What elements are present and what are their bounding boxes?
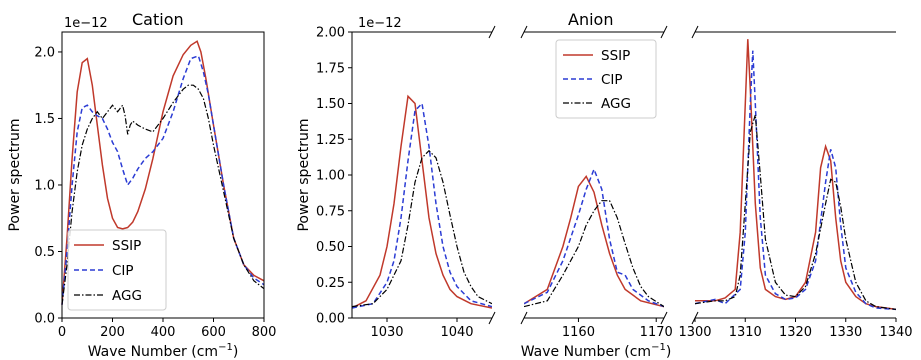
cation-lines [61,40,265,305]
cation-xtick-label-600: 600 [201,325,226,340]
anion-panel-2-xtick-label-1170: 1170 [640,325,673,340]
anion-ytick-label-0: 0.00 [316,312,345,327]
cation-ticks: 0 200 400 600 800 0.0 0.5 1.0 1.5 2.0 [34,45,276,340]
cation-ytick-label-2: 1.0 [34,178,55,193]
cation-title: Cation [132,10,184,29]
legend-label-ssip: SSIP [112,238,141,254]
legend-label-agg: AGG [112,288,142,304]
cation-xlabel: Wave Number (cm−1) [88,342,239,360]
anion-ytick-label-5: 1.25 [316,133,345,148]
anion-legend-label-agg: AGG [601,96,631,112]
anion-panel-3-xtick-label-1300: 1300 [678,325,711,340]
anion-legend-label-cip: CIP [601,72,623,88]
cation-ytick-label-0: 0.0 [34,312,55,327]
anion-panel-2-lines [524,167,664,308]
anion-panel-3-xtick-label-1310: 1310 [729,325,762,340]
anion-break-mark-2-0-0 [520,25,528,39]
anion-break-mark-2-0-1 [520,311,528,325]
anion-panel-1-xtick-label-1040: 1040 [440,325,473,340]
anion-panel-2-series-ssip [524,174,664,308]
anion-ytick-label-7: 1.75 [316,61,345,76]
anion-panel-3-lines [695,39,896,311]
anion-xlabel: Wave Number (cm−1) [521,342,672,360]
anion-ytick-label-2: 0.50 [316,240,345,255]
anion-break-mark-3-0-0 [691,25,699,39]
anion-panel-2-series-cip [524,167,664,308]
legend-label-cip: CIP [112,263,134,279]
cation-xlabel-close: ) [233,344,238,360]
anion-panel-1-series-agg [352,149,492,308]
cation-chart: 0 200 400 600 800 0.0 0.5 1.0 1.5 2.0 Cation 1e−1… [7,10,276,360]
anion-lines [352,39,896,311]
anion-panel-1-xtick-label-1030: 1030 [370,325,403,340]
anion-ytick-label-4: 1.00 [316,169,345,184]
anion-panel-3-series-cip [695,50,896,311]
anion-panel-2-series-agg [524,200,664,308]
anion-title: Anion [568,10,613,29]
cation-xtick-label-800: 800 [252,325,277,340]
anion-ytick-label-1: 0.25 [316,276,345,291]
anion-ylabel: Power spectrum [296,118,312,231]
anion-panel-3-xtick-label-1340: 1340 [879,325,912,340]
anion-panel-1-lines [352,94,492,309]
cation-offset-text: 1e−12 [64,16,108,31]
cation-series-cip [61,54,265,305]
anion-panel-3-series-agg [695,114,896,310]
anion-break-mark-2-1-0 [660,25,668,39]
anion-panel-3-xtick-label-1330: 1330 [829,325,862,340]
cation-legend: SSIP CIP AGG [67,229,167,311]
anion-legend-label-ssip: SSIP [601,48,630,64]
cation-xlabel-sup: −1 [218,342,233,353]
cation-legend-box [67,229,167,311]
cation-xtick-label-200: 200 [100,325,125,340]
cation-ylabel: Power spectrum [7,118,23,231]
anion-panel-1-series-ssip [352,94,492,309]
anion-break-mark-1-0-1 [488,311,496,325]
cation-xlabel-main: Wave Number (cm [88,344,218,360]
cation-ytick-label-1: 0.5 [34,245,55,260]
anion-break-mark-2-1-1 [660,311,668,325]
anion-panel-3-xtick-label-1320: 1320 [779,325,812,340]
cation-series-ssip [61,40,265,305]
cation-xtick-label-400: 400 [151,325,176,340]
anion-chart: 1030 1040 1160 1170 1300 1310 1320 1330 1340 0.00… [296,10,913,360]
anion-break-mark-1-0-0 [488,25,496,39]
anion-ytick-label-3: 0.75 [316,204,345,219]
cation-ytick-label-3: 1.5 [34,112,55,127]
anion-legend: SSIP CIP AGG [555,39,657,119]
anion-offset-text: 1e−12 [358,16,402,31]
anion-legend-box [555,39,657,119]
anion-panel-2-xtick-label-1160: 1160 [562,325,595,340]
anion-xlabel-close: ) [666,344,671,360]
anion-frames [351,25,896,325]
anion-ytick-label-6: 1.50 [316,97,345,112]
anion-xlabel-sup: −1 [651,342,666,353]
anion-ytick-label-8: 2.00 [316,26,345,41]
anion-ticks: 1030 1040 1160 1170 1300 1310 1320 1330 1340 0.00… [316,26,913,341]
anion-xlabel-main: Wave Number (cm [521,344,651,360]
cation-ytick-label-4: 2.0 [34,45,55,60]
cation-xtick-label-0: 0 [58,325,66,340]
